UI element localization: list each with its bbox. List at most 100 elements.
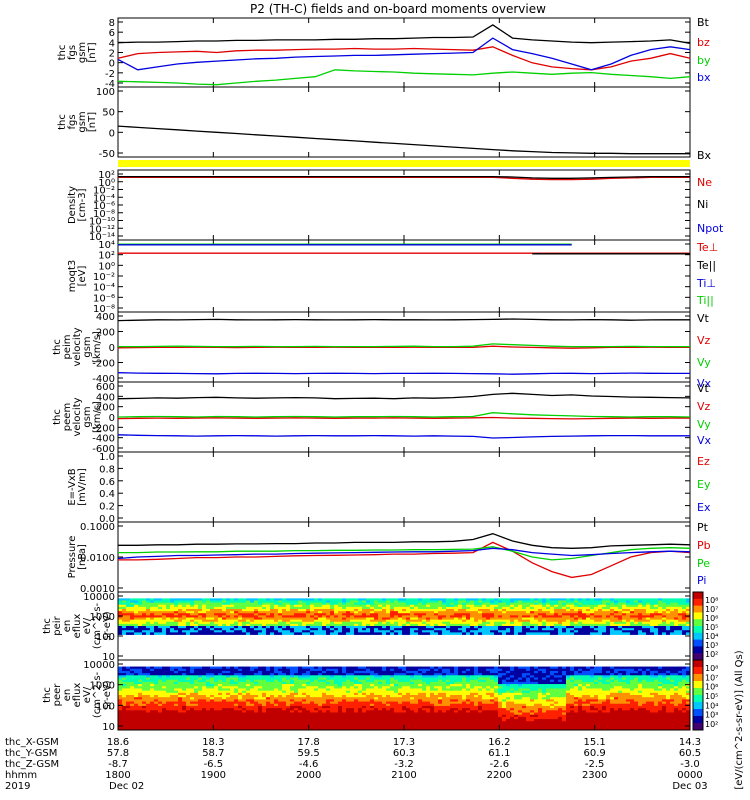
spectrogram-cell [166, 609, 171, 612]
spectrogram-cell [586, 606, 591, 610]
spectrogram-cell [214, 632, 219, 635]
spectrogram-cell [634, 615, 639, 618]
spectrogram-cell [382, 623, 387, 627]
spectrogram-cell [470, 615, 475, 618]
spectrogram-cell [158, 611, 163, 614]
panel-frame [117, 17, 691, 88]
spectrogram-cell [686, 604, 691, 608]
spectrogram-cell [282, 606, 287, 610]
spectrogram-cell [666, 611, 671, 614]
spectrogram-cell [306, 611, 311, 614]
spectrogram-cell [242, 621, 247, 625]
spectrogram-cell [394, 621, 399, 625]
spectrogram-cell [258, 611, 263, 614]
spectrogram-cell [522, 604, 527, 608]
y-tick-label: 10⁻¹⁴ [89, 232, 115, 243]
spectrogram-cell [614, 609, 619, 612]
spectrogram-cell [138, 613, 143, 616]
spectrogram-cell [146, 604, 151, 608]
y-axis-label-line: Density [67, 186, 78, 224]
spectrogram-cell [654, 617, 659, 621]
spectrogram-cell [530, 632, 535, 635]
spectrogram-cell [582, 621, 587, 625]
spectrogram-cell [242, 613, 247, 616]
spectrogram-cell [514, 606, 519, 610]
spectrogram-cell [674, 609, 679, 612]
spectrogram-cell [650, 600, 655, 604]
spectrogram-cell [210, 626, 215, 629]
spectrogram-cell [506, 611, 511, 614]
spectrogram-cell [502, 609, 507, 612]
spectrogram-cell [514, 626, 519, 629]
spectrogram-cell [362, 598, 367, 601]
spectrogram-cell [186, 602, 191, 606]
spectrogram-cell [310, 613, 315, 616]
spectrogram-cell [146, 611, 151, 614]
spectrogram-cell [258, 598, 263, 601]
spectrogram-cell [478, 602, 483, 606]
spectrogram-cell [226, 598, 231, 601]
spectrogram-cell [330, 632, 335, 635]
spectrogram-cell [530, 613, 535, 616]
spectrogram-cell [390, 617, 395, 621]
spectrogram-cell [206, 609, 211, 612]
spectrogram-cell [418, 623, 423, 627]
spectrogram-cell [150, 609, 155, 612]
spectrogram-cell [330, 602, 335, 606]
spectrogram-cell [574, 626, 579, 629]
spectrogram-cell [190, 598, 195, 601]
spectrogram-cell [290, 600, 295, 604]
spectrogram-cell [398, 613, 403, 616]
spectrogram-cell [354, 623, 359, 627]
spectrogram-cell [402, 606, 407, 610]
spectrogram-cell [294, 621, 299, 625]
spectrogram-cell [238, 611, 243, 614]
spectrogram-cell [350, 609, 355, 612]
spectrogram-cell [246, 626, 251, 629]
spectrogram-cell [226, 628, 231, 631]
spectrogram-cell [306, 598, 311, 601]
spectrogram-cell [482, 615, 487, 618]
spectrogram-cell [250, 609, 255, 612]
spectrogram-cell [226, 617, 231, 621]
spectrogram-cell [650, 619, 655, 623]
spectrogram-cell [482, 606, 487, 610]
spectrogram-cell [630, 615, 635, 618]
spectrogram-cell [182, 604, 187, 608]
spectrogram-cell [126, 632, 131, 635]
spectrogram-cell [206, 626, 211, 629]
spectrogram-cell [394, 598, 399, 601]
spectrogram-cell [670, 611, 675, 614]
y-tick-label: 50 [102, 108, 115, 119]
spectrogram-cell [218, 613, 223, 616]
spectrogram-cell [578, 617, 583, 621]
spectrogram-cell [170, 628, 175, 631]
spectrogram-cell [654, 600, 659, 604]
spectrogram-cell [298, 626, 303, 629]
spectrogram-cell [430, 626, 435, 629]
spectrogram-cell [574, 615, 579, 618]
spectrogram-cell [462, 632, 467, 635]
spectrogram-cell [682, 623, 687, 627]
spectrogram-cell [154, 615, 159, 618]
spectrogram-cell [342, 623, 347, 627]
spectrogram-cell [642, 600, 647, 604]
spectrogram-cell [246, 602, 251, 606]
spectrogram-cell [226, 621, 231, 625]
spectrogram-cell [526, 600, 531, 604]
spectrogram-cell [158, 604, 163, 608]
spectrogram-cell [658, 632, 663, 635]
spectrogram-cell [366, 611, 371, 614]
spectrogram-cell [382, 617, 387, 621]
spectrogram-cell [478, 621, 483, 625]
spectrogram-cell [170, 626, 175, 629]
spectrogram-cell [674, 626, 679, 629]
spectrogram-cell [150, 626, 155, 629]
spectrogram-cell [570, 609, 575, 612]
spectrogram-cell [422, 617, 427, 621]
spectrogram-cell [282, 615, 287, 618]
spectrogram-cell [654, 606, 659, 610]
spectrogram-cell [486, 606, 491, 610]
spectrogram-cell [434, 598, 439, 601]
